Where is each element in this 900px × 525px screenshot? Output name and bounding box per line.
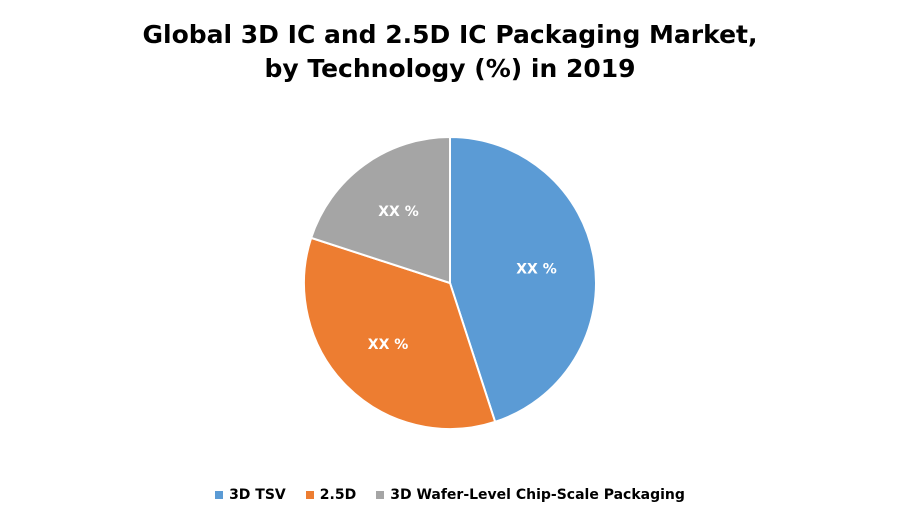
legend-label-3d-tsv: 3D TSV <box>229 487 286 503</box>
legend: 3D TSV 2.5D 3D Wafer-Level Chip-Scale Pa… <box>0 484 900 506</box>
chart-title: Global 3D IC and 2.5D IC Packaging Marke… <box>0 18 900 86</box>
slice-3d-tsv-label: XX % <box>516 261 557 277</box>
slice-2-5d <box>303 236 497 430</box>
chart-title-line-2: by Technology (%) in 2019 <box>264 54 636 83</box>
legend-swatch-3d-wlcsp <box>376 491 385 499</box>
slice-3d-wlcsp-label: XX % <box>378 204 419 220</box>
chart-title-line-1: Global 3D IC and 2.5D IC Packaging Marke… <box>142 20 758 49</box>
slice-2-5d-label: XX % <box>368 337 409 353</box>
legend-swatch-2-5d <box>305 491 314 499</box>
legend-item-2-5d: 2.5D <box>305 487 357 503</box>
legend-label-3d-wlcsp: 3D Wafer-Level Chip-Scale Packaging <box>390 487 685 503</box>
slice-3d-wlcsp <box>309 135 451 285</box>
legend-swatch-3d-tsv <box>215 491 224 499</box>
legend-item-3d-wlcsp: 3D Wafer-Level Chip-Scale Packaging <box>376 487 685 503</box>
legend-label-2-5d: 2.5D <box>319 487 357 503</box>
legend-item-3d-tsv: 3D TSV <box>215 487 286 503</box>
slice-3d-tsv <box>449 135 597 424</box>
